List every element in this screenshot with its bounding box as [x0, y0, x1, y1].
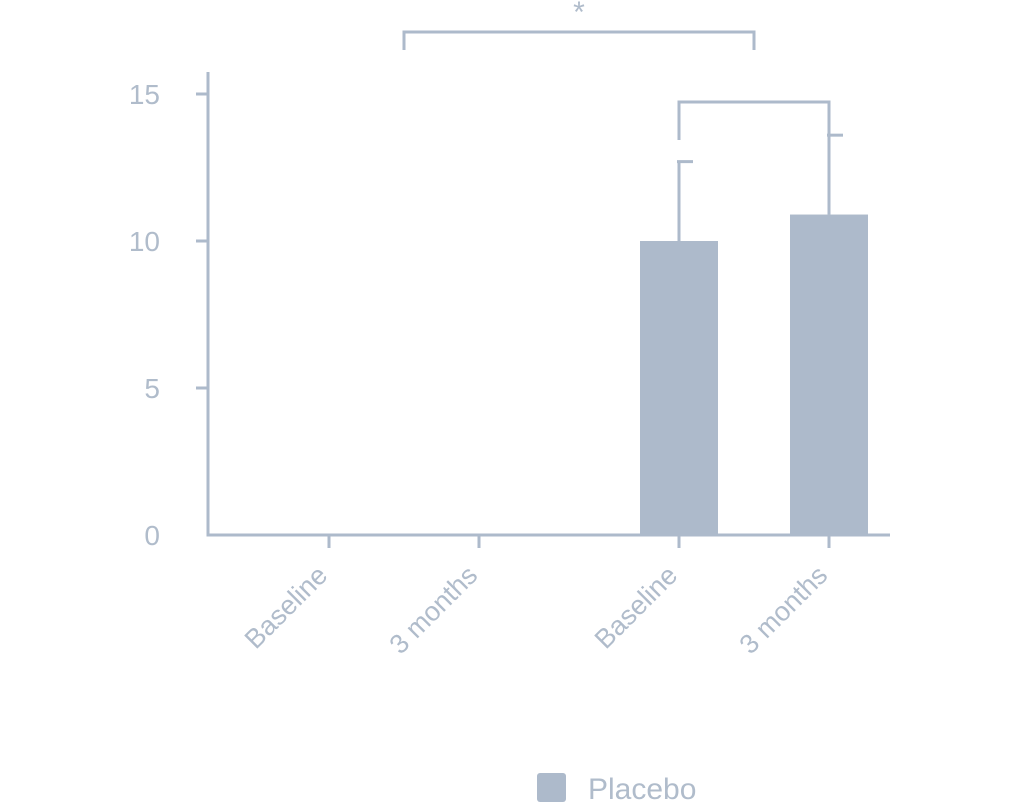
x-category-label: Baseline — [239, 560, 333, 654]
x-category-label: Baseline — [589, 560, 683, 654]
y-tick-label: 10 — [129, 226, 160, 257]
significance-bracket — [677, 100, 831, 140]
y-axis: 0 5 10 15 — [129, 72, 210, 551]
y-tick-label: 5 — [144, 373, 160, 404]
x-category-label: 3 months — [383, 560, 483, 660]
legend-label: Placebo — [588, 773, 696, 806]
significance-bracket — [402, 30, 756, 50]
x-category-label: 3 months — [733, 560, 833, 660]
y-tick-label: 0 — [144, 520, 160, 551]
x-axis: Baseline 3 months Baseline 3 months — [206, 533, 890, 660]
bar — [640, 241, 718, 535]
bar — [790, 214, 868, 536]
legend-swatch — [537, 773, 566, 802]
error-bars — [677, 133, 843, 241]
y-tick-label: 15 — [129, 79, 160, 110]
significance-label: * — [573, 0, 585, 29]
legend: Placebo — [537, 773, 696, 806]
significance-brackets: * — [402, 0, 831, 140]
bars — [640, 214, 868, 536]
